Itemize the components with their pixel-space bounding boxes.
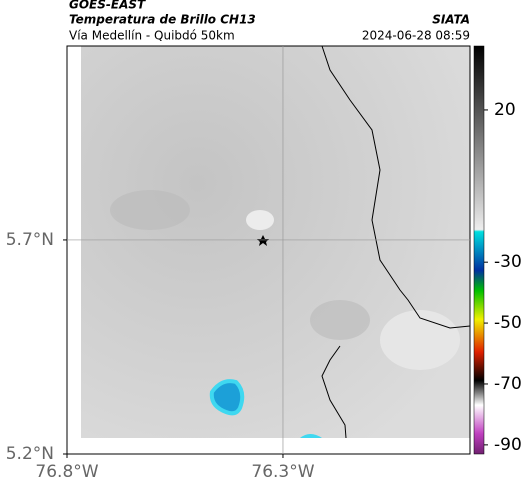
- credit: SIATA: [432, 13, 470, 27]
- lon-label: 76.3°W: [251, 462, 314, 482]
- source: GOES-EAST: [69, 0, 146, 12]
- colorbar: [473, 45, 485, 455]
- lat-label: 5.7°N: [6, 230, 54, 250]
- colorbar-label: -70: [494, 374, 522, 394]
- colorbar-label: -90: [494, 435, 522, 455]
- lon-label: 76.8°W: [35, 462, 98, 482]
- title: Temperatura de Brillo CH13: [69, 13, 256, 27]
- imagery: [66, 45, 471, 455]
- colorbar-label: -30: [494, 252, 522, 272]
- subtitle: Vía Medellín - Quibdó 50km: [69, 29, 235, 43]
- lat-label: 5.2°N: [6, 444, 54, 464]
- colorbar-label: 20: [494, 100, 516, 120]
- colorbar-label: -50: [494, 313, 522, 333]
- timestamp: 2024-06-28 08:59: [362, 29, 470, 43]
